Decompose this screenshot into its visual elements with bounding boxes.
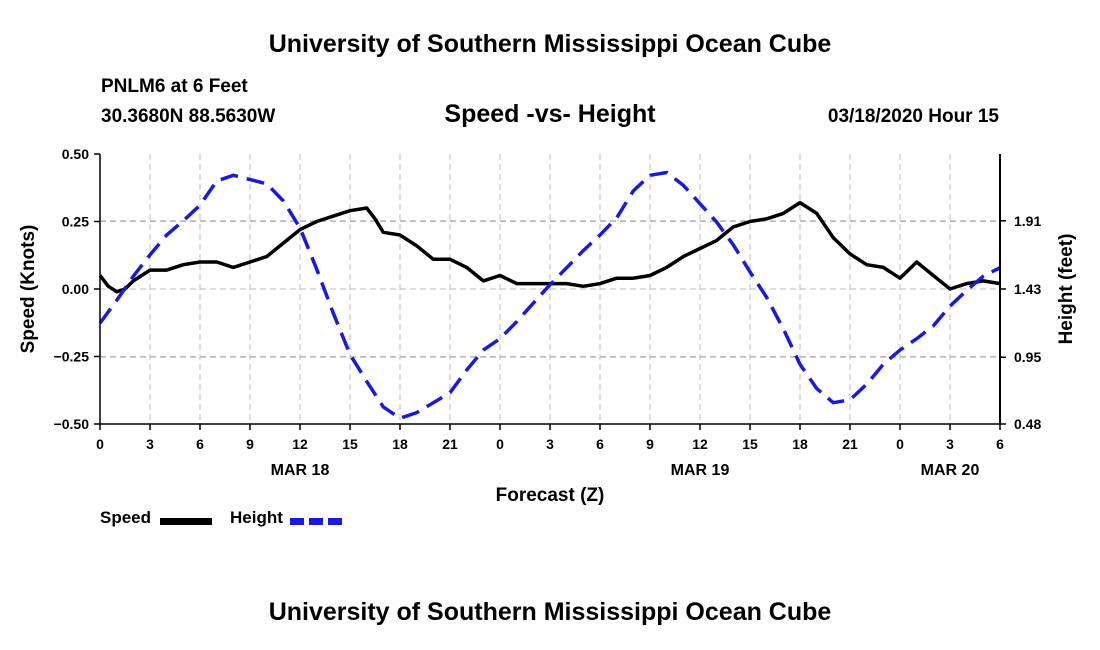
- y-tick-label: −0.50: [54, 416, 90, 432]
- legend-speed-label: Speed: [100, 508, 152, 527]
- x-tick-label: 0: [96, 436, 104, 452]
- series-line-height: [98, 170, 1001, 421]
- x-tick-label: 12: [692, 436, 708, 452]
- y-tick-label: 0.25: [62, 214, 89, 230]
- y-axis-title-right: Height (feet): [1056, 234, 1077, 345]
- date-label: MAR 19: [671, 462, 730, 479]
- y-axis-title: Speed (Knots): [18, 225, 39, 354]
- x-axis-title: Forecast (Z): [496, 485, 605, 506]
- x-tick-label: 3: [946, 436, 954, 452]
- legend-height-label: Height: [230, 508, 283, 527]
- x-tick-label: 18: [792, 436, 808, 452]
- x-tick-label: 0: [896, 436, 904, 452]
- y-tick-label-right: 1.43: [1014, 281, 1041, 297]
- x-tick-label: 6: [196, 436, 204, 452]
- station-label: PNLM6 at 6 Feet: [101, 76, 248, 97]
- legend-height-swatch: [290, 518, 342, 525]
- x-tick-label: 15: [342, 436, 358, 452]
- y-tick-label: −0.25: [54, 349, 90, 365]
- y-tick-label-right: 0.48: [1014, 416, 1041, 432]
- x-tick-label: 21: [842, 436, 858, 452]
- chart-title: Speed -vs- Height: [444, 100, 656, 128]
- y-tick-label-right: 1.91: [1014, 213, 1041, 229]
- series-layer: [98, 170, 1001, 421]
- grid: [100, 154, 1000, 424]
- y-tick-label-right: 0.95: [1014, 349, 1041, 365]
- date-label: MAR 18: [271, 462, 330, 479]
- x-tick-label: 12: [292, 436, 308, 452]
- x-tick-label: 18: [392, 436, 408, 452]
- x-tick-label: 9: [246, 436, 254, 452]
- x-tick-label: 6: [996, 436, 1004, 452]
- x-tick-label: 21: [442, 436, 458, 452]
- x-tick-label: 9: [646, 436, 654, 452]
- axes: [94, 153, 1006, 430]
- footer-title: University of Southern Mississippi Ocean…: [268, 598, 832, 626]
- x-tick-label: 6: [596, 436, 604, 452]
- x-tick-label: 3: [546, 436, 554, 452]
- date-label: MAR 20: [921, 462, 980, 479]
- forecast-timestamp: 03/18/2020 Hour 15: [827, 106, 999, 127]
- chart-header-title: University of Southern Mississippi Ocean…: [268, 30, 832, 58]
- x-tick-label: 3: [146, 436, 154, 452]
- y-tick-label: 0.50: [62, 146, 89, 162]
- station-coordinates: 30.3680N 88.5630W: [101, 106, 276, 127]
- series-line-speed: [98, 200, 1001, 294]
- legend-speed-swatch: [160, 518, 212, 525]
- axis-labels: 0 3 6 9 12 15 18 21 0 3 6 9 12 15 18 21 0 3 6 MAR 18 MAR 19 M…: [18, 146, 1077, 506]
- x-tick-label: 0: [496, 436, 504, 452]
- x-tick-label: 15: [742, 436, 758, 452]
- y-tick-label: 0.00: [62, 281, 89, 297]
